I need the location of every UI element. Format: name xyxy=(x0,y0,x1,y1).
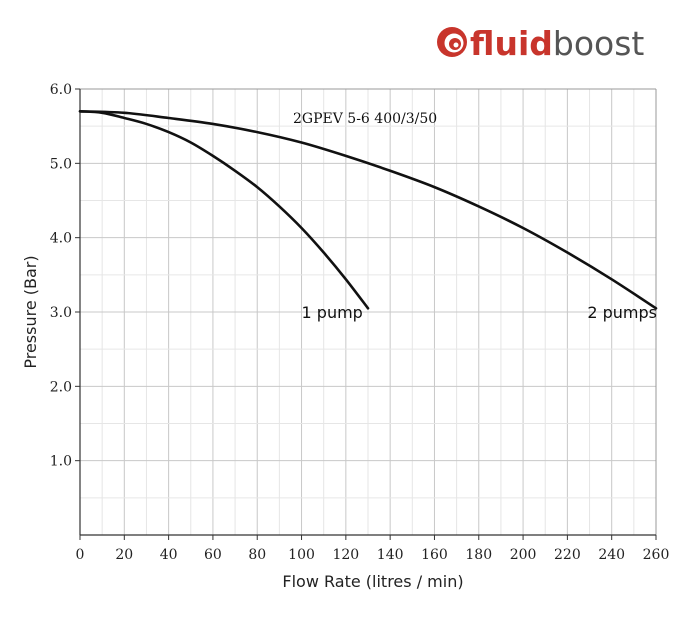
series-lines xyxy=(78,110,658,310)
x-tick-label: 0 xyxy=(76,547,85,563)
x-tick-label: 20 xyxy=(115,547,133,563)
logo-brand-light: boost xyxy=(553,24,645,63)
series-label: 2 pumps xyxy=(587,303,657,322)
x-tick-label: 220 xyxy=(554,547,581,563)
logo-text: fluidboost xyxy=(470,24,644,63)
y-tick-label: 2.0 xyxy=(50,379,72,395)
y-tick-label: 6.0 xyxy=(50,82,72,98)
y-tick-label: 4.0 xyxy=(50,231,72,247)
x-tick-label: 160 xyxy=(421,547,448,563)
x-tick-label: 140 xyxy=(377,547,404,563)
x-tick-label: 200 xyxy=(510,547,537,563)
chart-title: 2GPEV 5-6 400/3/50 xyxy=(293,111,437,127)
brand-logo: fluidboost xyxy=(437,24,644,63)
y-axis-title: Pressure (Bar) xyxy=(21,255,40,368)
x-tick-label: 80 xyxy=(248,547,266,563)
x-tick-label: 100 xyxy=(288,547,315,563)
series-label: 1 pump xyxy=(302,303,363,322)
y-tick-label: 1.0 xyxy=(50,454,72,470)
x-axis-title: Flow Rate (litres / min) xyxy=(282,572,463,591)
x-tick-label: 60 xyxy=(204,547,222,563)
grid-lines xyxy=(79,89,657,535)
series-line-1-pump xyxy=(78,110,370,310)
x-tick-label: 260 xyxy=(643,547,670,563)
x-tick-label: 40 xyxy=(160,547,178,563)
x-tick-label: 120 xyxy=(332,547,359,563)
series-line-2-pumps xyxy=(78,110,658,310)
x-tick-label: 180 xyxy=(465,547,492,563)
x-axis-ticks: 0 20 40 60 80 100 120 140 160 180 200 220 240 260 xyxy=(76,535,670,563)
fluidboost-swirl-icon xyxy=(437,27,467,57)
x-tick-label: 240 xyxy=(598,547,625,563)
y-tick-label: 5.0 xyxy=(50,156,72,172)
series-annotations: 1 pump 2 pumps xyxy=(302,303,657,322)
y-tick-label: 3.0 xyxy=(50,305,72,321)
y-axis-ticks: 1.0 2.0 3.0 4.0 5.0 6.0 xyxy=(50,82,80,470)
logo-brand-bold: fluid xyxy=(470,24,553,63)
